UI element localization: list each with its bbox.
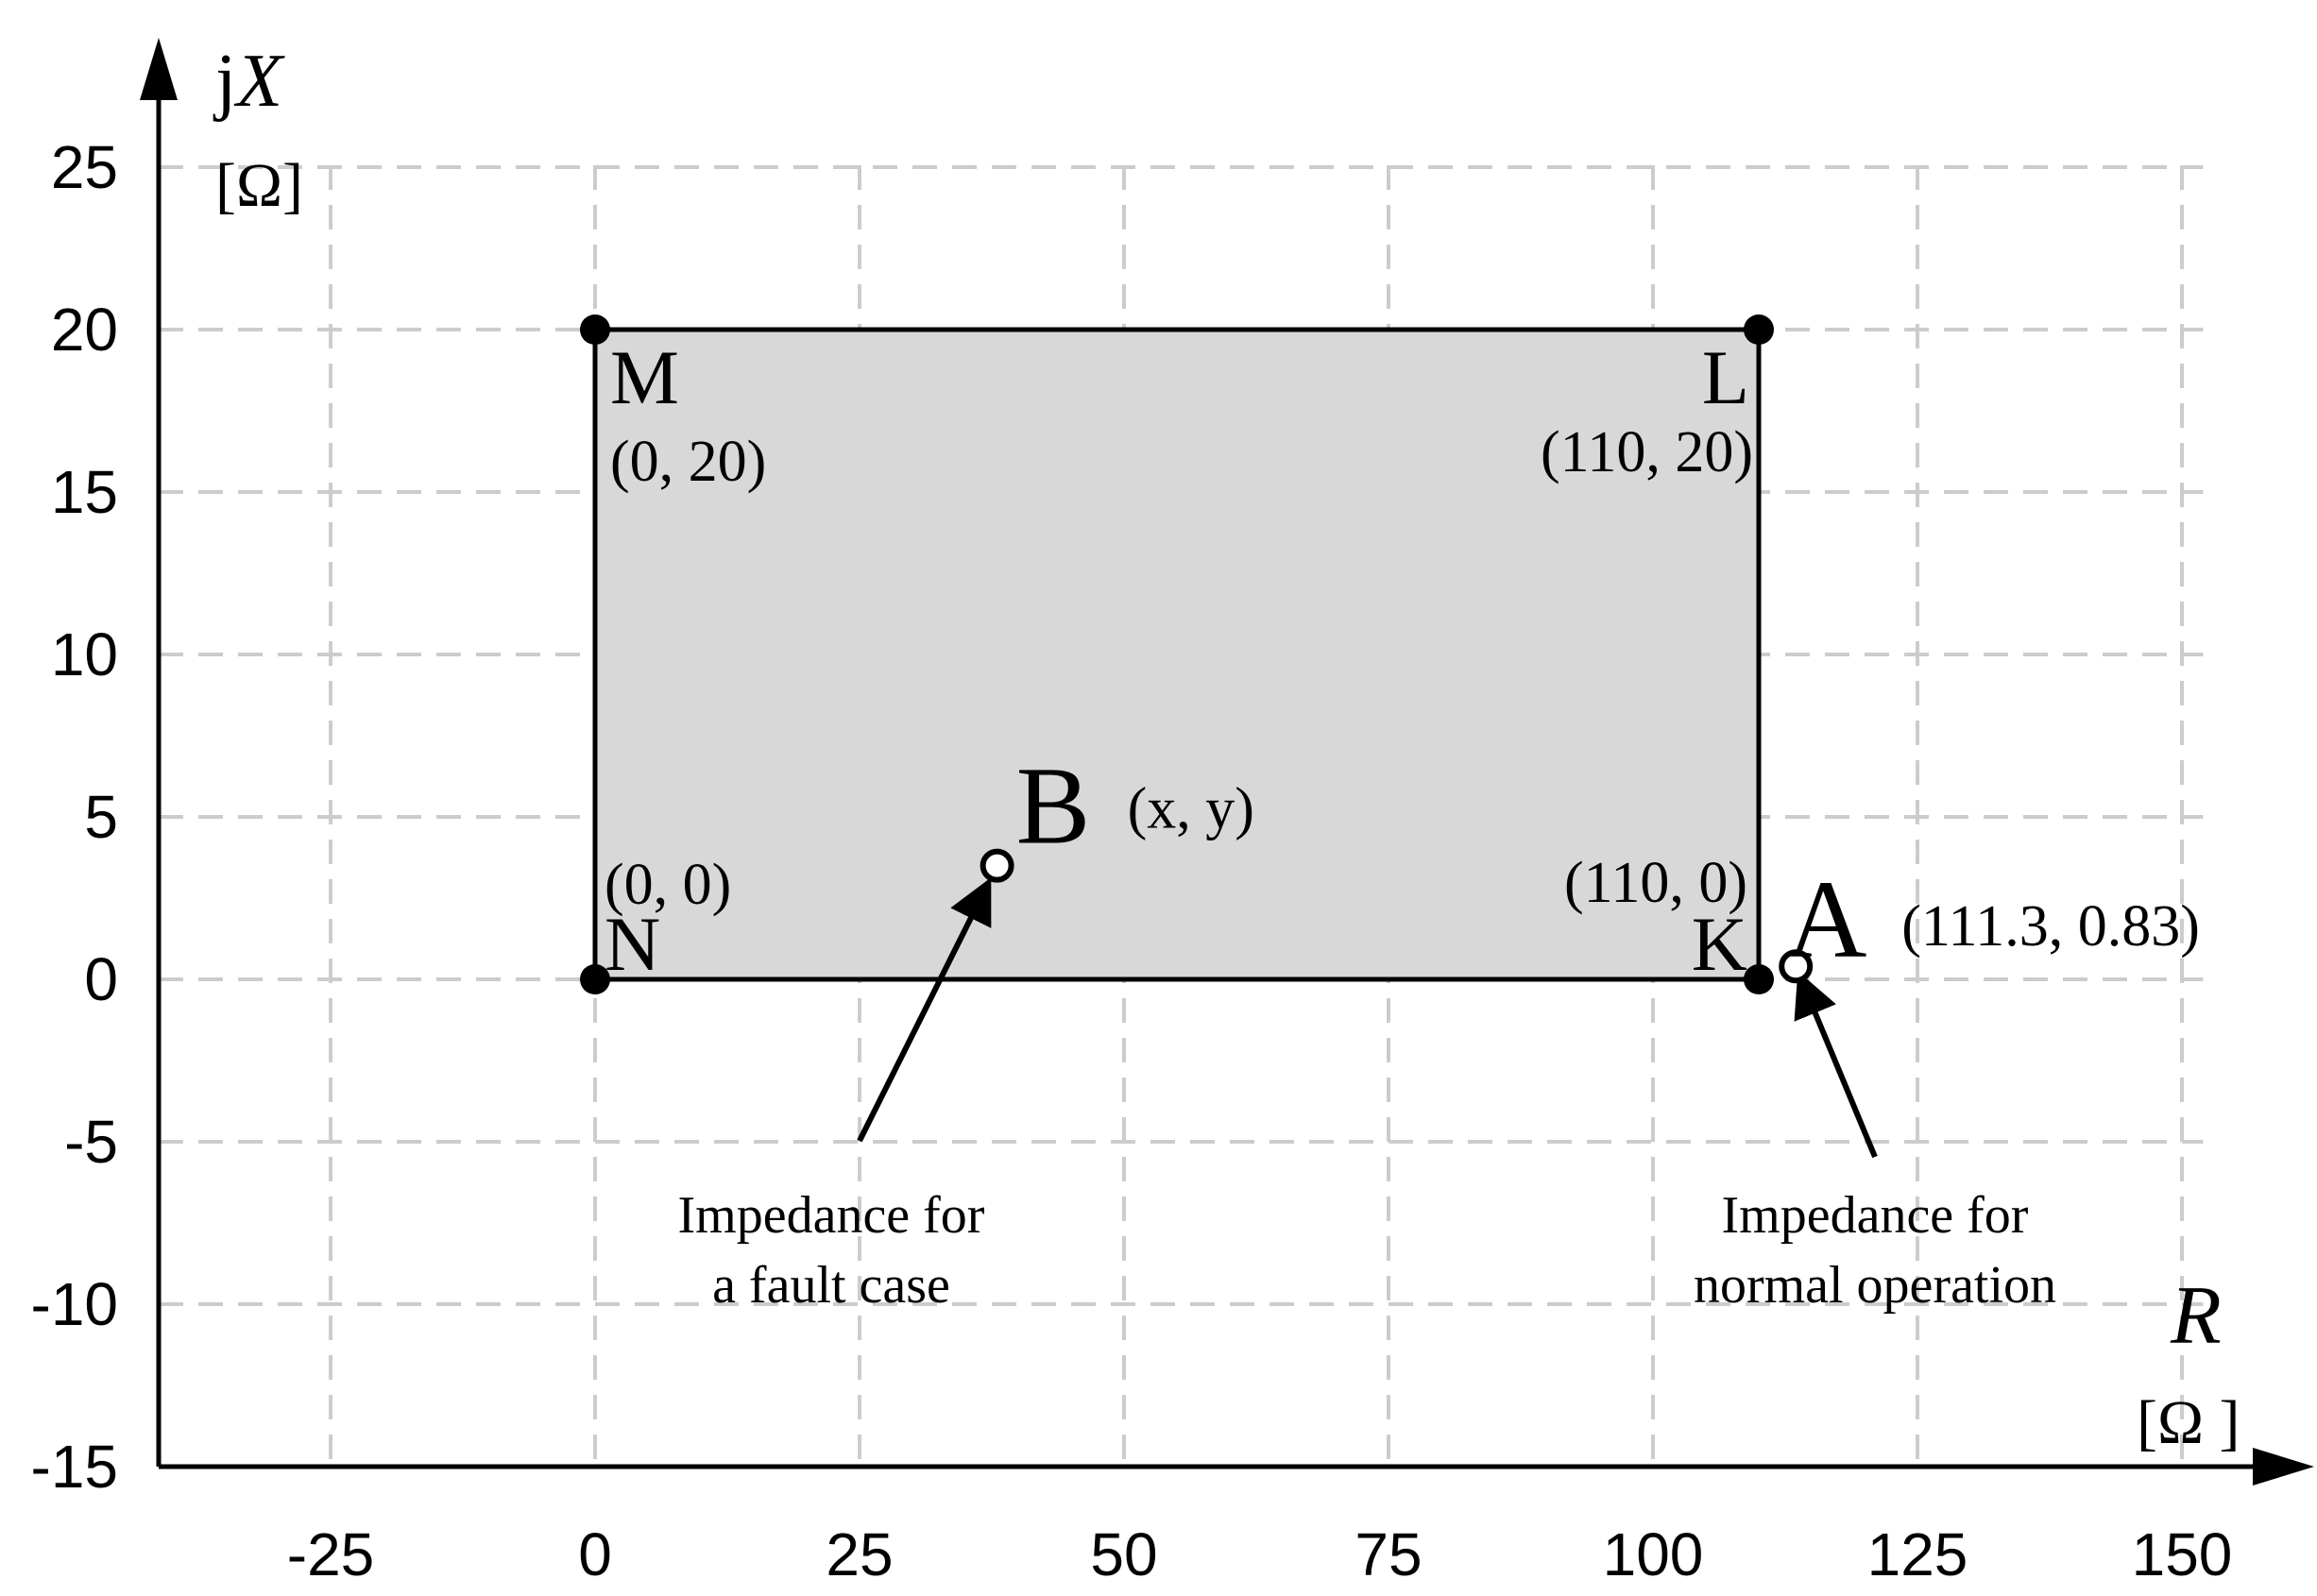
point-label-a: A [1786,857,1866,981]
x-axis-label: R [2170,1270,2222,1362]
point-b [980,848,1014,883]
x-tick-label: 0 [578,1520,612,1588]
y-tick-label: -5 [64,1108,118,1176]
x-tick-label: 25 [826,1520,893,1588]
x-tick-label: -25 [287,1520,375,1588]
x-axis-arrowhead [2253,1448,2314,1486]
x-tick-label: 100 [1603,1520,1704,1588]
point-note2-a: normal operation [1694,1256,2056,1315]
vertex-label-l: L [1702,334,1749,420]
axis-labels: jX [Ω] R [Ω ] [213,40,2240,1457]
point-arrow-a [1794,971,1878,1159]
y-tick-label: 15 [51,458,118,526]
y-tick-label: 0 [84,945,118,1013]
point-coord-b: (x, y) [1128,777,1254,841]
y-tick-label: 5 [84,783,118,851]
y-tick-label: 20 [51,296,118,364]
vertex-l [1744,314,1774,345]
point-arrow-b [857,877,992,1143]
vertex-label-n: N [605,901,660,987]
axes [140,38,2314,1486]
y-axis-arrowhead [140,38,178,100]
y-tick-label: -15 [31,1433,119,1501]
x-tick-label: 125 [1867,1520,1968,1588]
point-note-b: Impedance for [678,1186,985,1245]
vertex-coord-m: (0, 20) [610,430,766,494]
vertex-coord-k: (110, 0) [1564,851,1747,915]
y-tick-label: 25 [51,133,118,201]
impedance-points: B (x, y) Impedance for a fault case A (111.3,… [678,744,2200,1315]
point-coord-a: (111.3, 0.83) [1901,894,2200,959]
vertex-label-k: K [1692,901,1747,987]
y-axis-label: jX [213,40,285,123]
vertex-k [1744,964,1774,994]
vertex-n [580,964,610,994]
vertex-coord-l: (110, 20) [1541,420,1753,484]
x-tick-label: 50 [1090,1520,1157,1588]
x-axis-unit: [Ω ] [2137,1388,2240,1457]
tick-labels: -25 0 25 50 75 100 125 150 -15 -10 -5 0 5 10 15 20 25 [31,133,2233,1588]
x-tick-label: 150 [2132,1520,2233,1588]
vertex-label-m: M [610,334,679,420]
vertex-coord-n: (0, 0) [605,853,731,917]
x-tick-label: 75 [1354,1520,1422,1588]
point-label-b: B [1016,744,1091,868]
point-a [1779,949,1814,984]
vertex-m [580,314,610,345]
point-note2-b: a fault case [712,1256,950,1315]
y-axis-unit: [Ω] [215,151,303,220]
point-note-a: Impedance for [1722,1186,2029,1245]
trip-region: M (0, 20) L(110, 20) K(110, 0) N(0, 0) [580,314,1774,994]
y-tick-label: 10 [51,620,118,688]
y-tick-label: -10 [31,1270,119,1338]
